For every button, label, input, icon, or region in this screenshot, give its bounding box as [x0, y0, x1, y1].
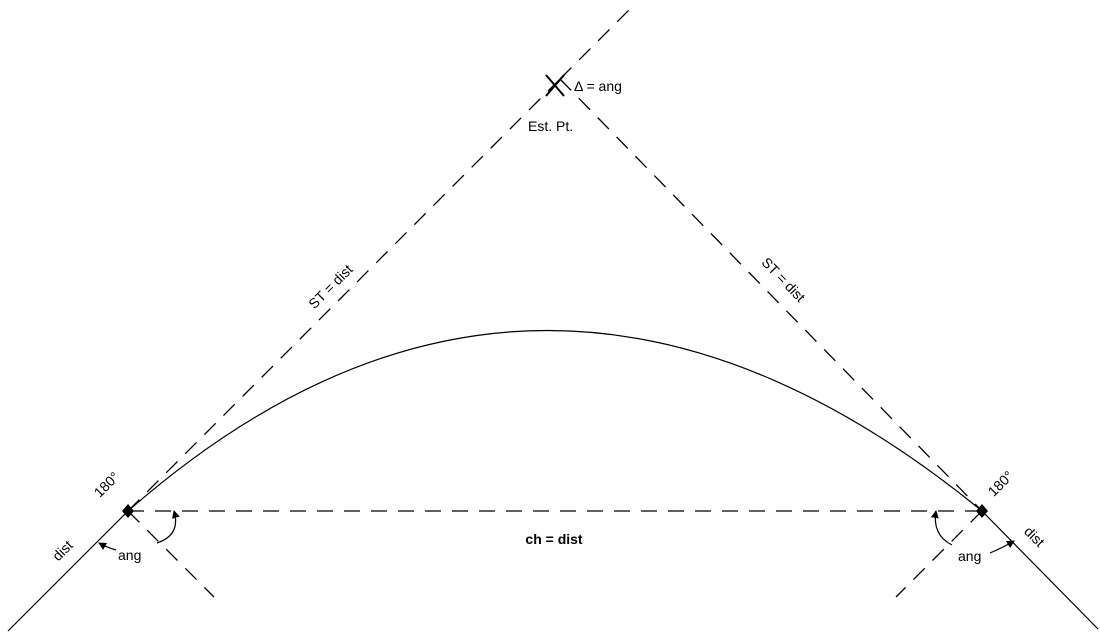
right-ang-label: ang [958, 548, 981, 564]
intersection-point-x-icon [545, 74, 565, 97]
left-dist-arc-icon [98, 542, 117, 551]
curve-arc [127, 330, 983, 512]
est-pt-label: Est. Pt. [528, 118, 573, 134]
left-tangent-line [127, 78, 561, 512]
right-endpoint-diamond-icon [976, 504, 988, 518]
right-dist-label: dist [1021, 523, 1048, 550]
chord-label: ch = dist [525, 531, 583, 547]
left-ang-arc-icon [156, 510, 180, 544]
right-180-label: 180° [985, 468, 1017, 500]
left-dist-label: dist [49, 537, 76, 564]
left-radial-extension [127, 510, 215, 598]
left-180-label: 180° [91, 469, 123, 501]
right-ang-arc-icon [930, 510, 953, 546]
right-back-tangent-line [981, 510, 1099, 630]
st-right-label: ST = dist [759, 254, 809, 305]
tangent-extension-line [559, 8, 631, 80]
left-ang-label: ang [118, 547, 141, 563]
right-radial-extension [895, 510, 983, 598]
right-tangent-line [559, 78, 983, 512]
left-endpoint-diamond-icon [122, 504, 134, 518]
delta-label: Δ = ang [574, 78, 622, 94]
left-back-tangent-line [7, 510, 129, 632]
right-dist-arc-icon [989, 540, 1015, 554]
st-left-label: ST = dist [305, 261, 356, 312]
